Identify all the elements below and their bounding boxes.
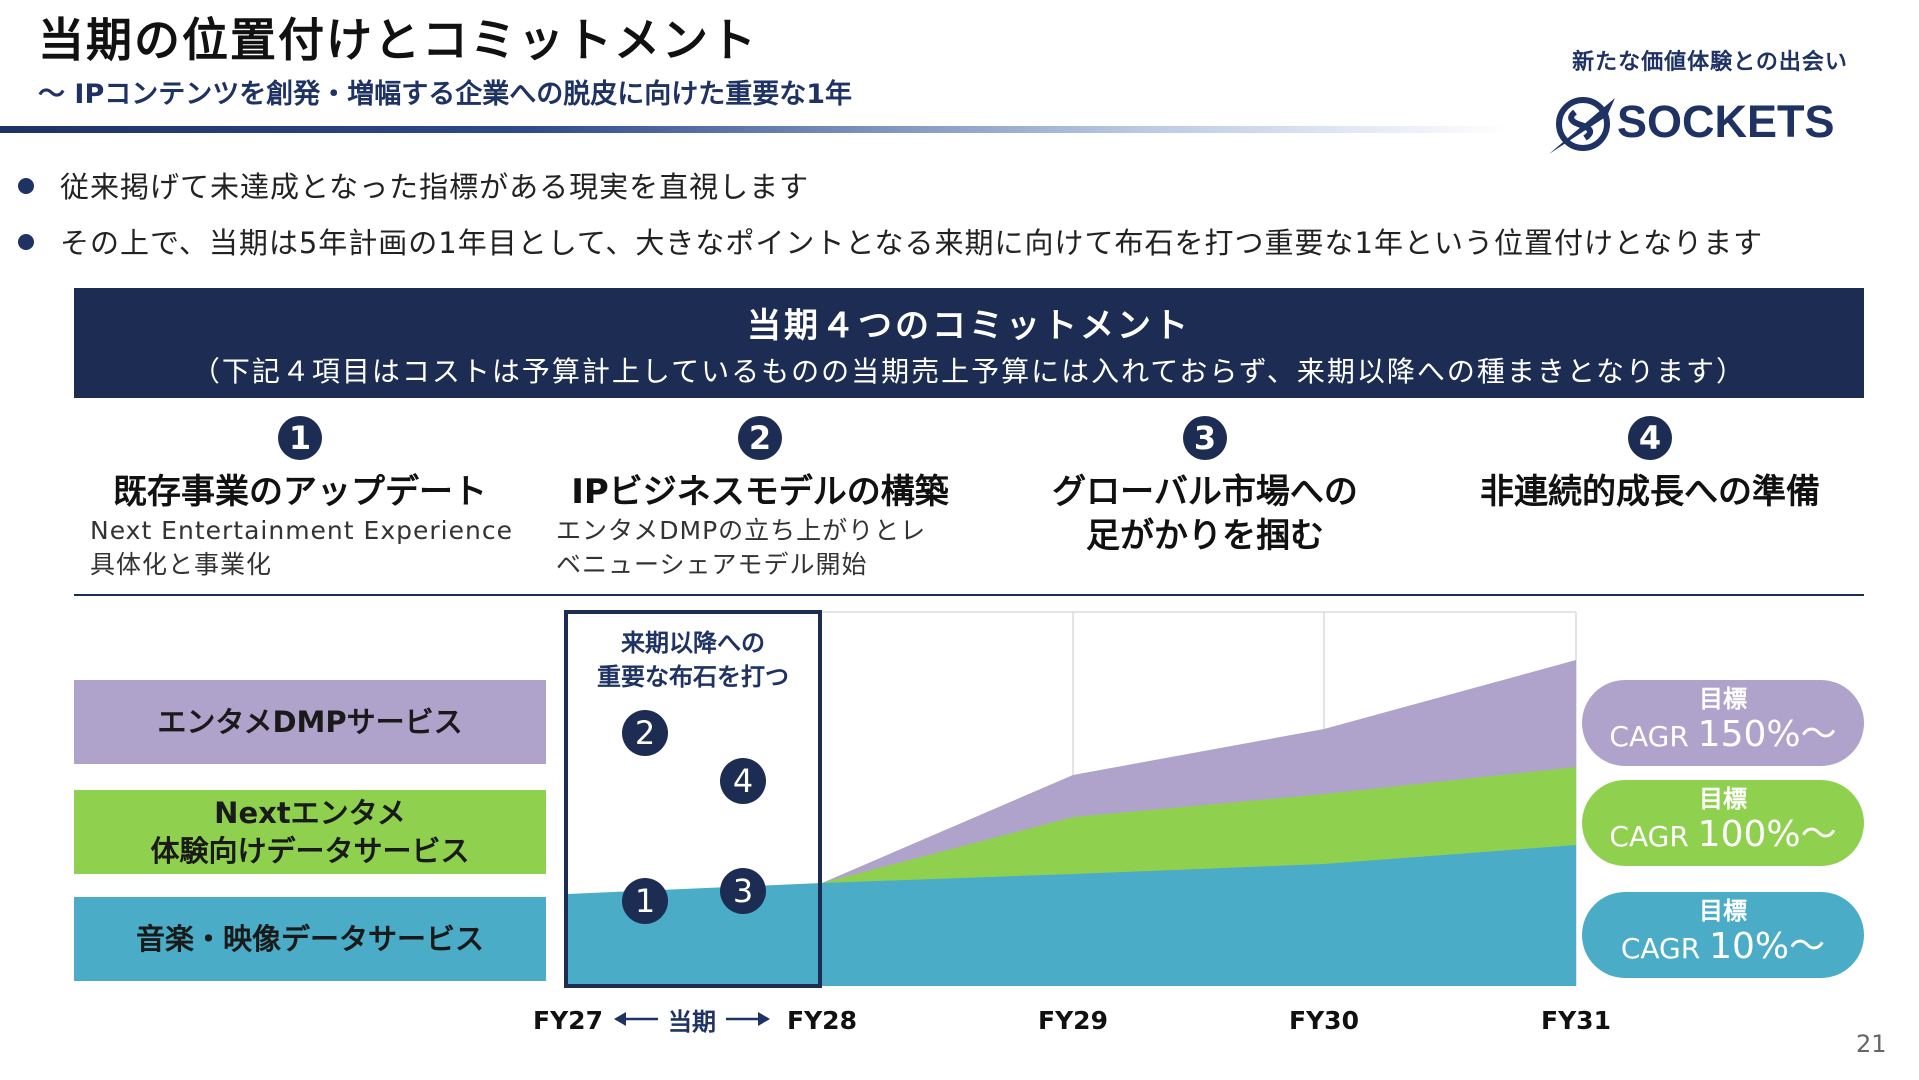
page-subtitle: 〜 IPコンテンツを創発・増幅する企業への脱皮に向けた重要な1年 [38,79,853,110]
number-1-icon: 1 [278,416,322,460]
x-tick-fy29: FY29 [1038,1006,1108,1035]
segment-label-dmp: エンタメDMPサービス [74,680,546,764]
commitments-banner: 当期４つのコミットメント （下記４項目はコストは予算計上しているものの当期売上予… [74,288,1864,398]
target-heading: 目標 [1699,785,1747,813]
bullet-dot-icon [18,178,34,194]
focus-label-line: 重要な布石を打つ [597,663,789,691]
target-heading: 目標 [1699,685,1747,713]
commitment-title: 非連続的成長への準備 [1480,472,1820,512]
double-arrow-icon [614,1012,770,1026]
logo-wordmark: SOCKETS [1617,96,1835,147]
commitment-desc-line: ベニューシェアモデル開始 [556,550,868,579]
marker-1-icon: 1 [622,878,668,924]
current-period-indicator: 当期 [612,1002,772,1036]
x-tick-fy28: FY28 [787,1006,857,1035]
cagr-prefix: CAGR [1609,720,1698,753]
commitment-desc-2: エンタメDMPの立ち上がりとレ ベニューシェアモデル開始 [556,514,926,582]
target-pill-music: 目標 CAGR 10%〜 [1582,892,1864,978]
commitment-title-line: グローバル市場への [1052,472,1358,512]
marker-4-icon: 4 [720,758,766,804]
bullet-text: 従来掲げて未達成となった指標がある現実を直視します [60,170,810,204]
number-2-icon: 2 [738,416,782,460]
logo-tagline: 新たな価値体験との出会い [1572,50,1848,75]
commitment-item-4: 4 非連続的成長への準備 [1460,416,1840,514]
current-period-label: 当期 [668,1008,716,1036]
commitment-title-line: 足がかりを掴む [1086,516,1324,556]
target-cagr: CAGR 100%〜 [1582,814,1864,858]
sockets-logo-icon [1549,97,1615,154]
page-title: 当期の位置付けとコミットメント [38,13,758,67]
commitment-desc-line: 具体化と事業化 [90,550,273,579]
commitment-desc-1: Next Entertainment Experience 具体化と事業化 [90,514,513,582]
header-rule [0,126,1510,133]
current-period-focus-box: 来期以降への 重要な布石を打つ 2 4 1 3 [564,610,822,988]
target-pill-dmp: 目標 CAGR 150%〜 [1582,680,1864,766]
commitment-title: 既存事業のアップデート [113,472,487,512]
target-cagr: CAGR 150%〜 [1582,714,1864,758]
commitment-desc-line: Next Entertainment Experience [90,516,513,545]
bullet-item: その上で、当期は5年計画の1年目として、大きなポイントとなる来期に向けて布石を打… [18,220,1763,262]
cagr-prefix: CAGR [1609,820,1698,853]
number-4-icon: 4 [1628,416,1672,460]
segment-label-text: 音楽・映像データサービス [135,922,484,956]
target-pill-next: 目標 CAGR 100%〜 [1582,780,1864,866]
bullet-dot-icon [18,234,34,250]
cagr-value: 100%〜 [1697,814,1837,855]
cagr-value: 10%〜 [1709,926,1826,967]
commitment-item-1: 1 既存事業のアップデート [90,416,510,514]
segment-label-line: 体験向けデータサービス [150,834,470,868]
page-number: 21 [1856,1030,1887,1058]
segment-label-line: Nextエンタメ [214,796,406,830]
marker-3-icon: 3 [720,868,766,914]
cagr-value: 150%〜 [1697,714,1837,755]
segment-label-music: 音楽・映像データサービス [74,897,546,981]
section-divider [74,594,1864,596]
x-tick-fy31: FY31 [1541,1006,1611,1035]
bullet-text: その上で、当期は5年計画の1年目として、大きなポイントとなる来期に向けて布石を打… [60,226,1764,260]
commitment-desc-line: エンタメDMPの立ち上がりとレ [556,516,927,545]
focus-label-line: 来期以降への [621,629,765,657]
segment-label-next: Nextエンタメ 体験向けデータサービス [74,790,546,874]
commitments-title: 当期４つのコミットメント [747,306,1191,346]
focus-label: 来期以降への 重要な布石を打つ [568,626,818,694]
marker-2-icon: 2 [622,710,668,756]
x-tick-fy27: FY27 [533,1006,603,1035]
target-heading: 目標 [1699,897,1747,925]
target-cagr: CAGR 10%〜 [1582,926,1864,970]
x-tick-fy30: FY30 [1289,1006,1359,1035]
number-3-icon: 3 [1183,416,1227,460]
cagr-prefix: CAGR [1620,932,1710,965]
bullet-item: 従来掲げて未達成となった指標がある現実を直視します [18,164,809,206]
segment-label-text: エンタメDMPサービス [157,705,463,739]
commitment-title: IPビジネスモデルの構築 [571,472,949,512]
sockets-logo: SOCKETS [1545,92,1865,162]
commitment-item-2: 2 IPビジネスモデルの構築 [555,416,965,514]
commitment-item-3: 3 グローバル市場への 足がかりを掴む [1025,416,1385,558]
commitments-note: （下記４項目はコストは予算計上しているものの当期売上予算には入れておらず、来期以… [191,355,1747,388]
